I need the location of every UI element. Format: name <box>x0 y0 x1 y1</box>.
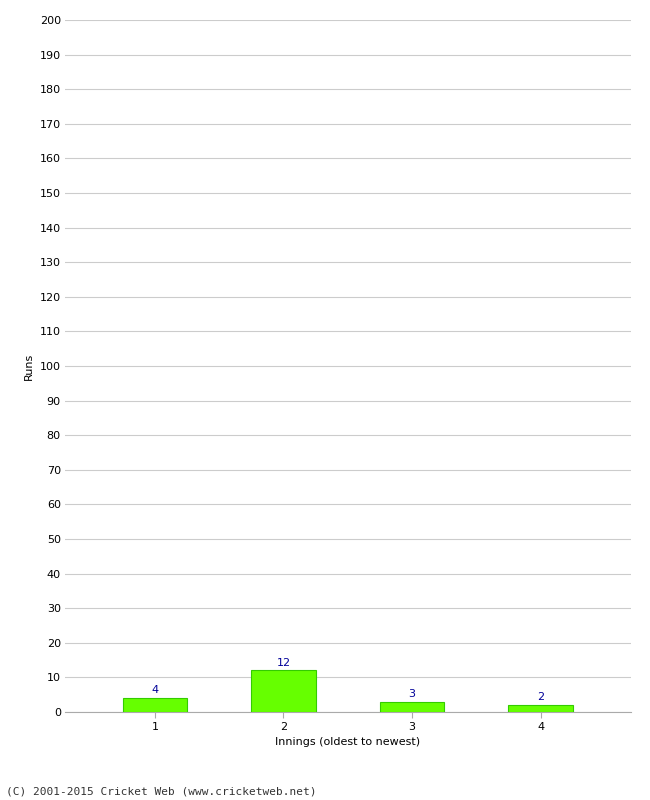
Bar <box>508 705 573 712</box>
Bar <box>380 702 444 712</box>
Text: 2: 2 <box>537 692 544 702</box>
X-axis label: Innings (oldest to newest): Innings (oldest to newest) <box>275 738 421 747</box>
Bar <box>123 698 187 712</box>
Text: (C) 2001-2015 Cricket Web (www.cricketweb.net): (C) 2001-2015 Cricket Web (www.cricketwe… <box>6 786 317 796</box>
Text: 3: 3 <box>408 689 415 699</box>
Y-axis label: Runs: Runs <box>24 352 34 380</box>
Text: 4: 4 <box>151 686 159 695</box>
Bar <box>252 670 316 712</box>
Text: 12: 12 <box>276 658 291 668</box>
